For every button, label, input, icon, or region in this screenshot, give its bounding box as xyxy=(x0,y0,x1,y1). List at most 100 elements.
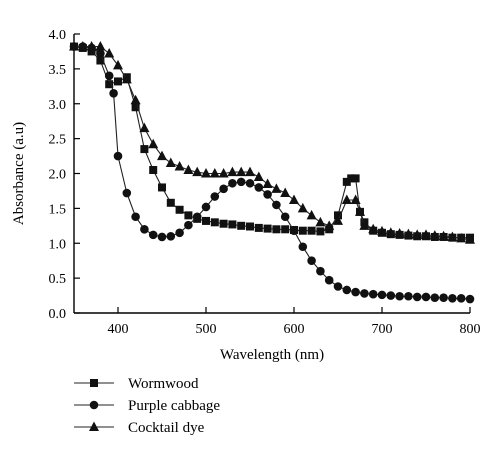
data-point-wormwood xyxy=(351,174,360,183)
data-point-purple-cabbage xyxy=(131,212,140,222)
data-point-purple-cabbage xyxy=(113,151,123,161)
data-point-cocktail-dye xyxy=(157,150,167,161)
data-point-wormwood xyxy=(237,221,246,230)
data-point-cocktail-dye xyxy=(421,229,431,239)
data-point-purple-cabbage xyxy=(386,291,396,300)
data-point-cocktail-dye xyxy=(350,194,361,205)
data-point-cocktail-dye xyxy=(113,59,123,70)
y-tick-label: 1.0 xyxy=(49,237,67,252)
data-point-cocktail-dye xyxy=(465,234,475,244)
data-point-wormwood xyxy=(263,224,272,233)
data-point-cocktail-dye xyxy=(148,138,159,149)
data-point-cocktail-dye xyxy=(77,41,88,51)
data-point-wormwood xyxy=(158,183,166,192)
data-point-cocktail-dye xyxy=(209,168,220,178)
axes: 400 500 600 700 800 0.0 0.5 1.0 1.5 2.0 2.5 3.0 3.5 4… xyxy=(49,28,481,337)
data-point-cocktail-dye xyxy=(385,227,396,237)
data-point-purple-cabbage xyxy=(307,256,316,265)
data-point-wormwood xyxy=(246,222,254,231)
legend: Wormwood Purple cabbage Cocktail dye xyxy=(74,376,220,436)
data-point-cocktail-dye xyxy=(438,230,449,241)
data-point-wormwood xyxy=(281,225,290,234)
data-point-purple-cabbage xyxy=(404,291,413,301)
data-point-purple-cabbage xyxy=(104,71,114,81)
x-tick-label: 600 xyxy=(284,322,305,337)
series-layer xyxy=(69,41,475,304)
legend-label-purple-cabbage: Purple cabbage xyxy=(128,398,220,414)
data-point-wormwood xyxy=(114,77,122,86)
data-point-cocktail-dye xyxy=(355,206,365,216)
data-point-cocktail-dye xyxy=(183,164,194,175)
data-point-purple-cabbage xyxy=(122,188,132,198)
data-point-purple-cabbage xyxy=(351,287,360,297)
data-point-wormwood xyxy=(272,225,281,234)
data-point-cocktail-dye xyxy=(412,229,423,239)
data-point-purple-cabbage xyxy=(210,192,220,201)
data-point-wormwood xyxy=(166,198,175,207)
x-tick-label: 500 xyxy=(196,322,217,337)
data-point-wormwood xyxy=(210,218,219,227)
data-point-purple-cabbage xyxy=(333,282,343,291)
data-point-purple-cabbage xyxy=(109,88,118,98)
data-point-purple-cabbage xyxy=(439,293,448,302)
data-point-purple-cabbage xyxy=(465,294,475,304)
data-point-purple-cabbage xyxy=(280,212,290,222)
data-point-purple-cabbage xyxy=(421,292,431,302)
data-point-purple-cabbage xyxy=(456,294,466,303)
data-point-cocktail-dye xyxy=(192,166,203,177)
series-line-purple-cabbage xyxy=(74,46,471,300)
data-point-wormwood xyxy=(334,211,342,220)
data-point-cocktail-dye xyxy=(227,166,238,177)
data-point-purple-cabbage xyxy=(175,228,184,238)
data-point-purple-cabbage xyxy=(245,178,255,188)
data-point-purple-cabbage xyxy=(157,232,167,242)
data-point-cocktail-dye xyxy=(429,230,440,240)
data-point-cocktail-dye xyxy=(403,228,414,239)
data-point-cocktail-dye xyxy=(262,178,273,188)
data-point-wormwood xyxy=(140,145,149,154)
data-point-cocktail-dye xyxy=(218,168,229,178)
data-point-cocktail-dye xyxy=(121,73,132,84)
y-tick-label: 1.5 xyxy=(49,202,67,217)
data-point-cocktail-dye xyxy=(280,187,291,198)
data-point-wormwood xyxy=(228,220,237,229)
data-point-wormwood xyxy=(316,227,325,236)
y-tick-label: 4.0 xyxy=(49,28,67,43)
data-point-cocktail-dye xyxy=(174,161,185,171)
data-point-cocktail-dye xyxy=(201,168,211,178)
data-point-cocktail-dye xyxy=(394,227,405,238)
data-point-cocktail-dye xyxy=(306,209,317,220)
y-tick-label: 0.5 xyxy=(49,272,67,287)
data-point-cocktail-dye xyxy=(104,48,115,58)
y-axis-title: Absorbance (a.u) xyxy=(11,122,27,225)
data-point-purple-cabbage xyxy=(430,293,440,302)
data-point-cocktail-dye xyxy=(236,166,247,177)
data-point-purple-cabbage xyxy=(219,184,228,194)
data-point-purple-cabbage xyxy=(316,266,325,276)
data-point-cocktail-dye xyxy=(130,94,141,105)
data-point-purple-cabbage xyxy=(298,242,308,252)
data-point-cocktail-dye xyxy=(245,166,255,177)
axis-labels: Wavelength (nm) Absorbance (a.u) xyxy=(11,122,324,363)
data-point-wormwood xyxy=(307,226,316,235)
data-point-purple-cabbage xyxy=(254,183,264,192)
legend-marker-purple-cabbage xyxy=(89,400,99,410)
y-tick-label: 2.0 xyxy=(49,168,67,183)
data-point-wormwood xyxy=(254,223,263,232)
series-cocktail-dye xyxy=(69,41,475,244)
data-point-purple-cabbage xyxy=(228,178,237,188)
data-point-purple-cabbage xyxy=(201,202,211,212)
data-point-purple-cabbage xyxy=(289,226,299,235)
x-axis-title: Wavelength (nm) xyxy=(220,347,324,363)
data-point-cocktail-dye xyxy=(341,194,352,205)
data-point-cocktail-dye xyxy=(324,220,335,230)
legend-marker-wormwood xyxy=(90,379,98,387)
data-point-cocktail-dye xyxy=(315,216,326,227)
data-point-purple-cabbage xyxy=(263,190,272,199)
x-tick-label: 800 xyxy=(460,322,481,337)
data-point-wormwood xyxy=(202,216,210,225)
data-point-purple-cabbage xyxy=(192,212,202,222)
data-point-purple-cabbage xyxy=(412,292,422,302)
data-point-purple-cabbage xyxy=(184,220,193,230)
